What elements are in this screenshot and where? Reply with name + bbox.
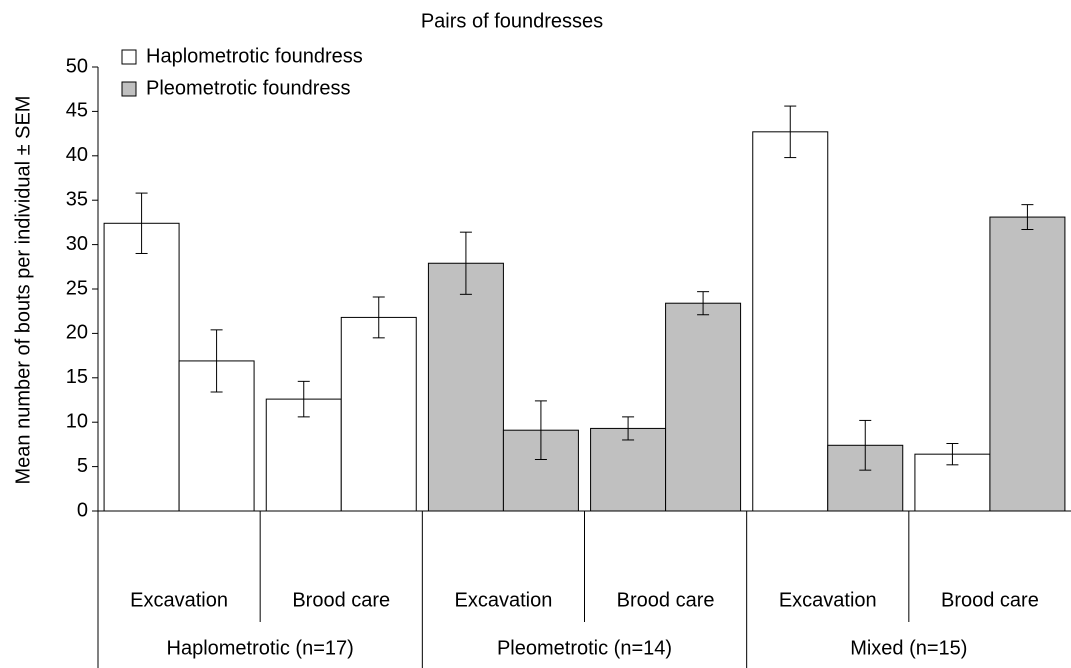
y-tick-label: 15 (66, 366, 88, 388)
y-tick-label: 35 (66, 188, 88, 210)
subgroup-label: Brood care (292, 589, 390, 611)
y-tick-label: 45 (66, 100, 88, 122)
group-label: Pleometrotic (n=14) (497, 637, 672, 659)
y-tick-label: 10 (66, 410, 88, 432)
group-label: Haplometrotic (n=17) (167, 637, 354, 659)
legend-swatch (121, 49, 137, 65)
y-tick-label: 20 (66, 322, 88, 344)
legend-label: Haplometrotic foundress (146, 45, 363, 67)
legend-swatch (121, 81, 137, 97)
y-tick-label: 30 (66, 233, 88, 255)
subgroup-label: Brood care (941, 589, 1039, 611)
y-tick-label: 0 (77, 499, 88, 521)
bar (590, 427, 667, 512)
group-label: Mixed (n=15) (850, 637, 967, 659)
bar (427, 262, 504, 512)
subgroup-label: Brood care (617, 589, 715, 611)
y-tick-label: 5 (77, 455, 88, 477)
legend-label: Pleometrotic foundress (146, 77, 351, 99)
bar (340, 316, 417, 512)
bar (103, 222, 180, 512)
y-tick-label: 50 (66, 55, 88, 77)
y-tick-label: 40 (66, 144, 88, 166)
bar (989, 216, 1066, 512)
subgroup-label: Excavation (454, 589, 552, 611)
subgroup-label: Excavation (779, 589, 877, 611)
subgroup-label: Excavation (130, 589, 228, 611)
bar (752, 131, 829, 512)
bar (665, 302, 742, 512)
chart-title: Pairs of foundresses (421, 10, 603, 32)
y-axis-label: Mean number of bouts per individual ± SE… (12, 96, 34, 485)
y-tick-label: 25 (66, 277, 88, 299)
